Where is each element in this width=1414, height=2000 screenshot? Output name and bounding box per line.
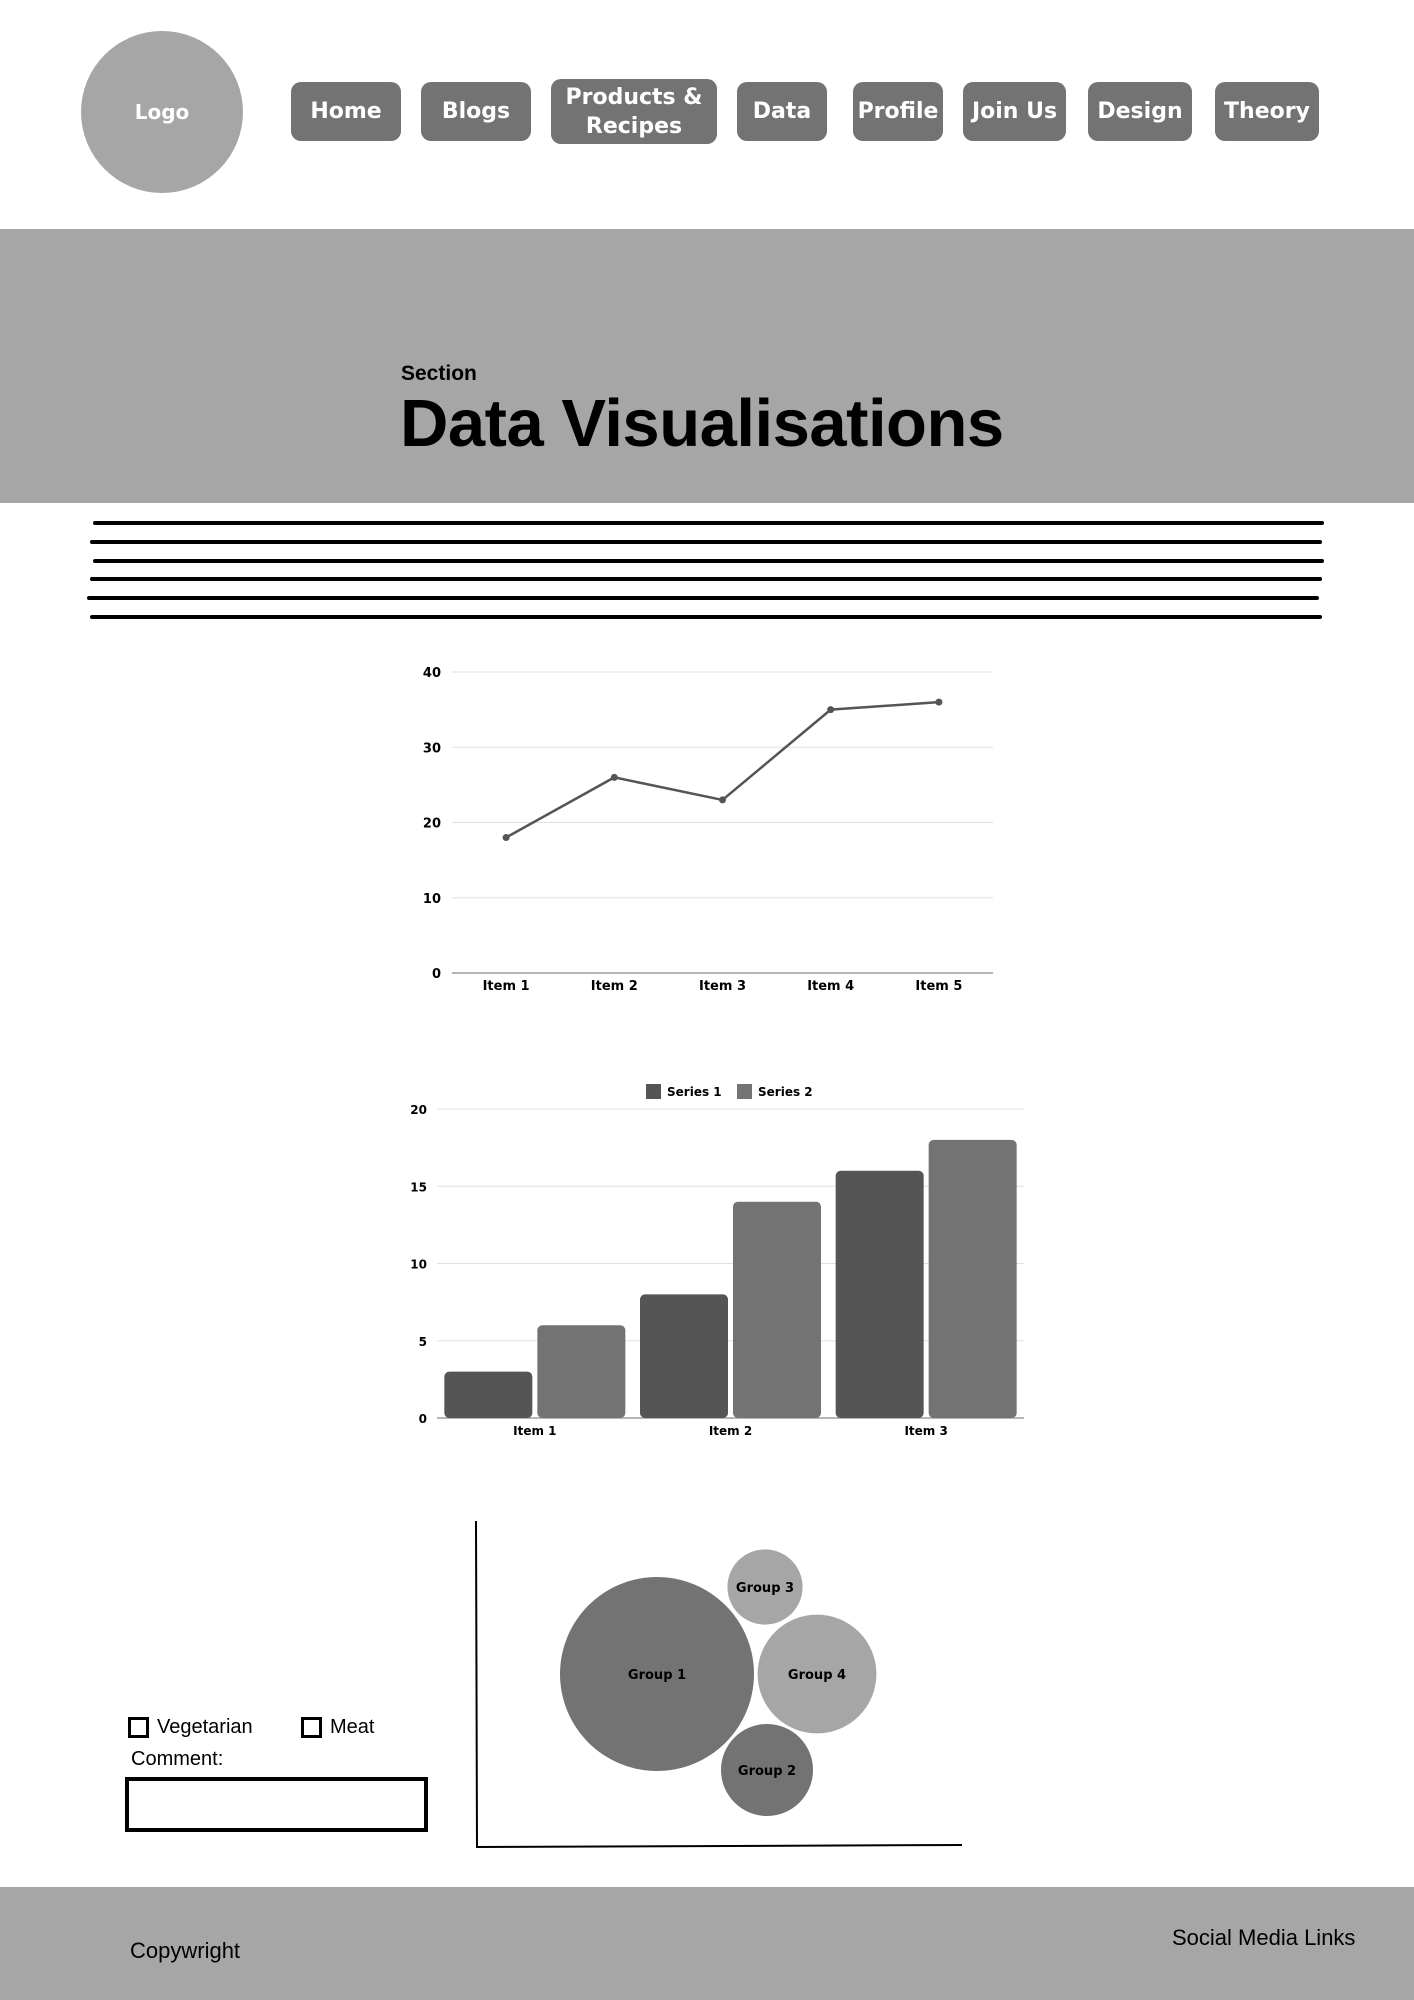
x-tick-label: Item 1	[513, 1424, 556, 1438]
meat-checkbox[interactable]	[301, 1717, 322, 1738]
data-point	[502, 834, 510, 842]
social-media-links[interactable]: Social Media Links	[1172, 1925, 1356, 1950]
data-point	[719, 796, 726, 804]
y-tick-label: 40	[423, 666, 441, 681]
bar-series-2	[733, 1201, 821, 1418]
copyright-text: Copywright	[130, 1938, 241, 1963]
placeholder-text-line	[90, 540, 1322, 544]
vegetarian-checkbox[interactable]	[128, 1717, 149, 1738]
page-title: Data Visualisations	[400, 386, 1004, 461]
y-tick-label: 15	[410, 1180, 427, 1194]
comment-input[interactable]	[125, 1777, 428, 1832]
legend-label: Series 2	[758, 1085, 813, 1099]
bubble-group-4	[757, 1614, 877, 1734]
section-kicker: Section	[401, 362, 477, 385]
legend-swatch	[737, 1084, 752, 1099]
y-tick-label: 20	[423, 817, 441, 832]
legend-swatch	[646, 1084, 661, 1099]
y-axis	[475, 1520, 478, 1848]
x-tick-label: Item 3	[904, 1424, 947, 1438]
y-tick-label: 0	[419, 1412, 427, 1426]
bar-series-1	[835, 1170, 924, 1418]
bubble-group-2	[720, 1723, 814, 1817]
data-point	[935, 698, 943, 706]
data-point	[827, 706, 835, 714]
x-tick-label: Item 2	[591, 979, 638, 994]
x-tick-label: Item 1	[483, 979, 530, 994]
logo[interactable]: Logo	[81, 31, 243, 193]
placeholder-text-line	[93, 521, 1324, 525]
hero-banner	[0, 229, 1414, 503]
bubble-group-3	[727, 1549, 803, 1625]
bubble-label: Group 4	[788, 1668, 846, 1683]
vegetarian-label: Vegetarian	[157, 1716, 253, 1738]
placeholder-text-line	[90, 577, 1322, 581]
x-tick-label: Item 2	[709, 1424, 752, 1438]
bar-series-2	[928, 1139, 1017, 1418]
bar-chart: 0 5 10 15 20 Item 1 Item 2 Item 3 Series 1 Series…	[410, 1084, 1024, 1438]
legend-label: Series 1	[667, 1085, 722, 1099]
nav-design-button[interactable]: Design	[1088, 82, 1192, 141]
x-tick-label: Item 4	[807, 979, 854, 994]
bubble-label: Group 3	[736, 1581, 794, 1596]
nav-blogs-button[interactable]: Blogs	[421, 82, 531, 141]
bubble-label: Group 1	[628, 1668, 686, 1683]
nav-data-button[interactable]: Data	[737, 82, 827, 141]
x-tick-label: Item 3	[699, 979, 746, 994]
footer	[0, 1887, 1414, 2000]
nav-join-us-button[interactable]: Join Us	[963, 82, 1066, 141]
x-tick-label: Item 5	[915, 979, 962, 994]
nav-home-button[interactable]: Home	[291, 82, 401, 141]
x-axis	[475, 1844, 963, 1848]
y-tick-label: 10	[423, 892, 441, 907]
meat-label: Meat	[330, 1716, 375, 1738]
placeholder-text-line	[90, 615, 1322, 619]
bar-series-1	[640, 1294, 728, 1418]
y-tick-label: 10	[410, 1258, 427, 1272]
bubble-chart: Group 1 Group 3 Group 4 Group 2	[475, 1520, 963, 1848]
nav-products-recipes-button[interactable]: Products & Recipes	[551, 79, 717, 144]
y-tick-label: 20	[410, 1103, 427, 1117]
y-tick-label: 30	[423, 741, 441, 756]
bar-series-2	[537, 1325, 626, 1418]
y-tick-label: 5	[419, 1335, 427, 1349]
nav-theory-button[interactable]: Theory	[1215, 82, 1319, 141]
bubble-group-1	[560, 1577, 754, 1771]
line-chart: 0 10 20 30 40 Item 1 Item 2 Item 3 Item 4 Item 5	[423, 666, 993, 994]
y-tick-label: 0	[432, 967, 441, 982]
nav-profile-button[interactable]: Profile	[853, 82, 943, 141]
data-point	[610, 773, 618, 781]
placeholder-text-line	[93, 559, 1324, 563]
meat-option[interactable]: Meat	[301, 1716, 374, 1739]
vegetarian-option[interactable]: Vegetarian	[128, 1716, 253, 1739]
bar-series-1	[444, 1371, 533, 1418]
bubble-label: Group 2	[738, 1764, 796, 1779]
comment-label: Comment:	[131, 1748, 224, 1770]
placeholder-text-line	[87, 596, 1319, 600]
